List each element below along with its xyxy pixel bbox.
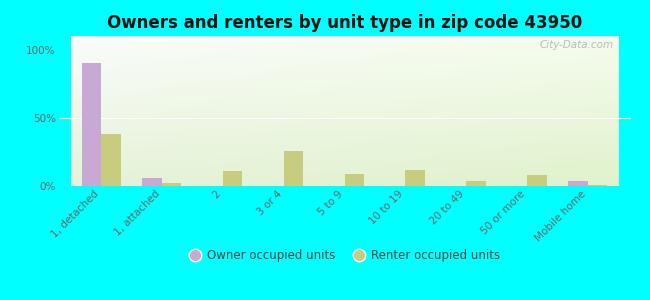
Bar — [466, 181, 486, 186]
Bar — [527, 175, 547, 186]
Bar — [283, 151, 303, 186]
Title: Owners and renters by unit type in zip code 43950: Owners and renters by unit type in zip c… — [107, 14, 582, 32]
Bar — [101, 134, 120, 186]
Legend: Owner occupied units, Renter occupied units: Owner occupied units, Renter occupied un… — [185, 245, 504, 267]
Bar — [406, 169, 425, 186]
Bar — [142, 178, 162, 186]
Bar — [344, 174, 364, 186]
Bar — [569, 181, 588, 186]
Bar — [162, 183, 181, 186]
Text: City-Data.com: City-Data.com — [540, 40, 614, 50]
Bar — [82, 63, 101, 186]
Bar — [588, 184, 607, 186]
Bar — [223, 171, 242, 186]
